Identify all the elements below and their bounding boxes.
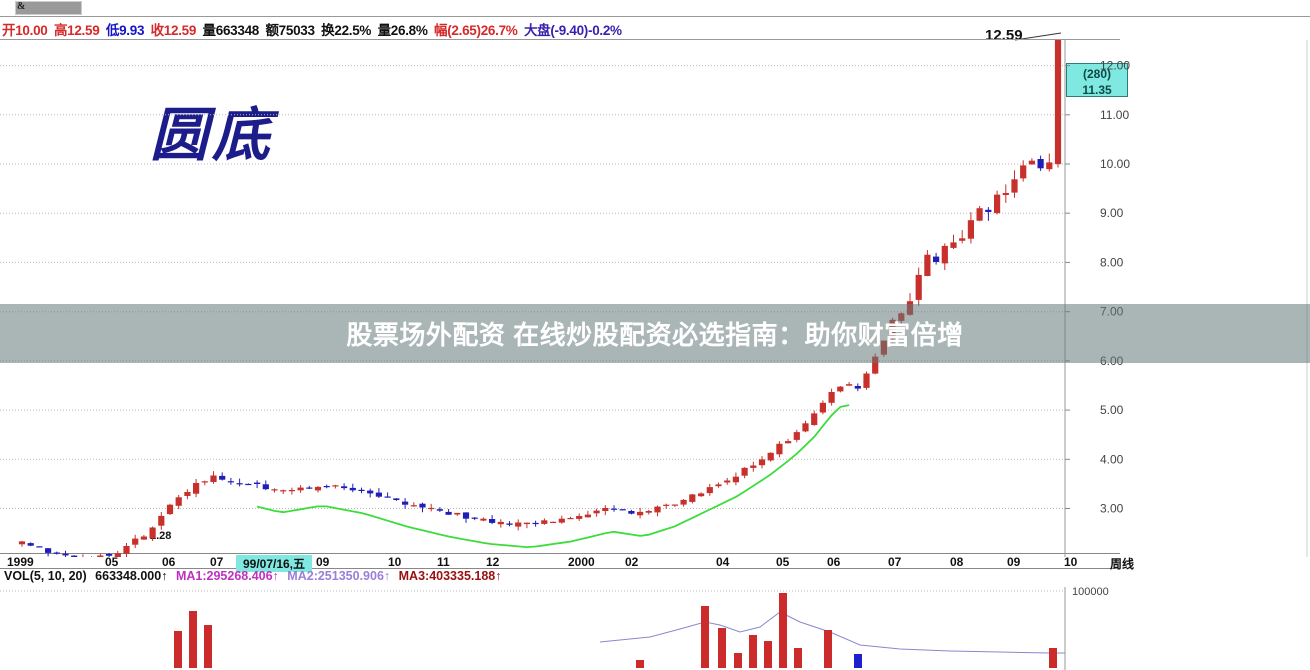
svg-text:11.00: 11.00: [1100, 108, 1129, 122]
svg-text:4.00: 4.00: [1100, 452, 1124, 466]
svg-text:5.00: 5.00: [1100, 403, 1124, 417]
svg-text:10.00: 10.00: [1100, 157, 1130, 171]
svg-text:12.00: 12.00: [1100, 59, 1130, 73]
svg-text:100000: 100000: [1072, 587, 1109, 598]
svg-text:3.00: 3.00: [1100, 502, 1124, 516]
svg-text:9.00: 9.00: [1100, 206, 1124, 220]
svg-text:8.00: 8.00: [1100, 255, 1124, 269]
